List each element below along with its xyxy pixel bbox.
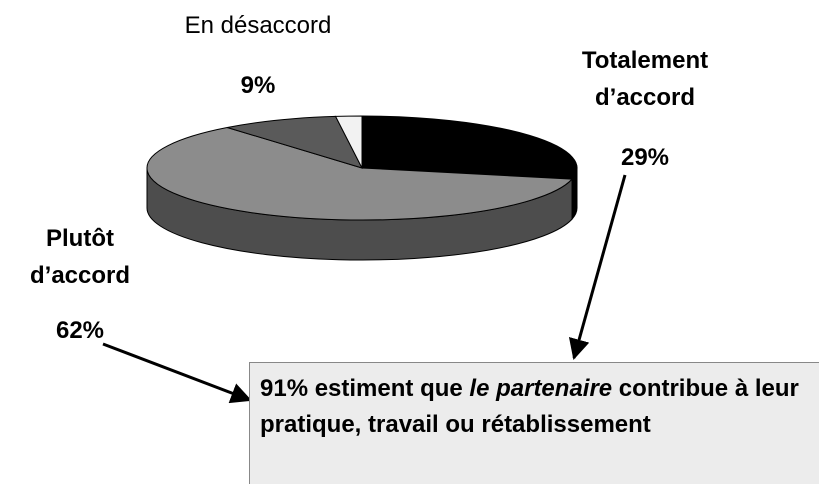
arrow	[568, 174, 627, 361]
annotation-text: contribue à leur pratique, travail ou ré…	[260, 375, 799, 438]
value-label: 9%	[240, 72, 276, 99]
slice	[334, 115, 363, 169]
slice	[146, 126, 574, 221]
slice	[227, 115, 363, 169]
annotation-box: 91% estiment que le partenaire contribue…	[249, 362, 819, 484]
annotation-text: 91% estiment que	[260, 375, 470, 402]
category-label: En désaccord	[184, 12, 332, 39]
arrow	[102, 342, 252, 404]
annotation-text: le partenaire	[469, 375, 613, 402]
slice	[361, 115, 578, 180]
category-label: Plutôt d’accord	[29, 225, 131, 289]
category-label: Totalement d’accord	[581, 47, 709, 111]
pie	[146, 115, 578, 261]
value-label: 29%	[620, 144, 670, 171]
value-label: 62%	[55, 317, 105, 344]
